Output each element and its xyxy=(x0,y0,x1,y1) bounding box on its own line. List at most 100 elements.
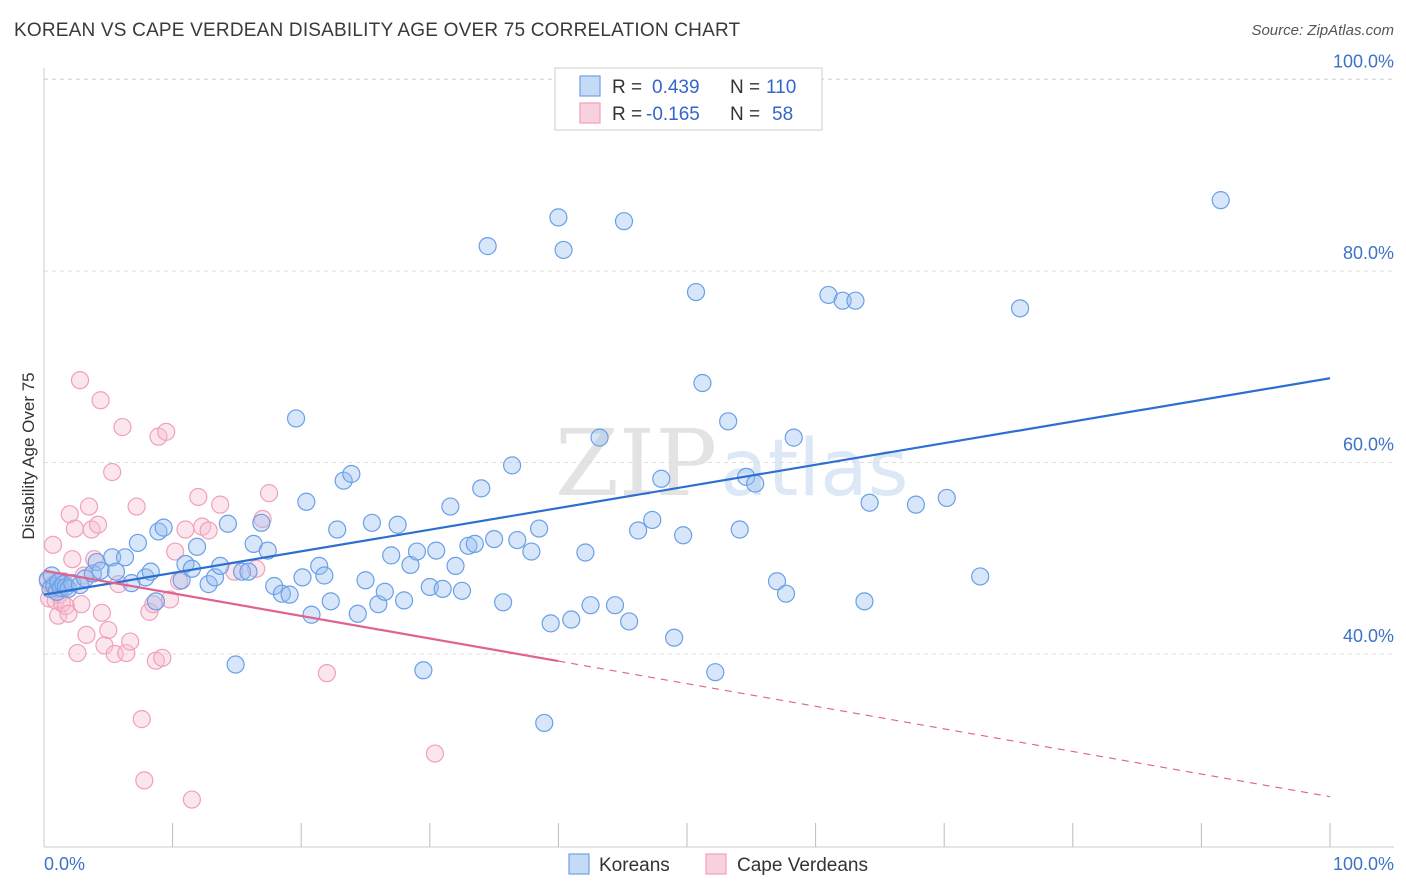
cape-verdean-point xyxy=(60,505,79,524)
korean-point xyxy=(576,543,595,562)
bottom-legend-korean-label: Koreans xyxy=(599,855,670,876)
korean-point xyxy=(503,456,522,475)
korean-point xyxy=(106,562,126,581)
korean-point xyxy=(427,541,446,560)
korean-point xyxy=(971,567,990,586)
korean-point xyxy=(252,513,271,532)
korean-point xyxy=(218,514,237,533)
korean-point xyxy=(478,237,497,256)
korean-point xyxy=(485,529,504,549)
cape-verdean-point xyxy=(91,391,110,410)
bottom-legend-cape-label: Cape Verdeans xyxy=(737,855,868,876)
x-tick-label-max: 100.0% xyxy=(1333,854,1394,874)
cape-verdean-point xyxy=(72,595,91,614)
korean-point xyxy=(730,520,749,539)
legend-cape-swatch xyxy=(579,102,601,124)
x-tick-marks xyxy=(172,823,1331,847)
bottom-legend-cape-swatch xyxy=(705,853,727,875)
cape-verdean-point xyxy=(88,515,108,534)
korean-point xyxy=(375,582,394,601)
korean-point xyxy=(686,282,706,302)
korean-point xyxy=(321,592,340,611)
cape-verdean-point xyxy=(113,417,132,437)
cape-verdean-point xyxy=(144,595,163,614)
legend-cape-r-value: -0.165 xyxy=(646,104,700,125)
cape-verdean-point xyxy=(211,495,230,514)
cape-verdean-point xyxy=(259,484,279,503)
korean-point xyxy=(128,533,147,553)
legend-korean-r-label: R = xyxy=(612,77,642,98)
korean-point xyxy=(855,592,874,611)
korean-point xyxy=(356,571,375,590)
cape-verdean-point xyxy=(117,643,136,663)
cape-verdean-point xyxy=(135,771,154,790)
korean-point xyxy=(562,610,581,629)
korean-point xyxy=(205,568,225,587)
cape-verdean-point xyxy=(189,487,208,507)
legend-korean-swatch xyxy=(579,75,601,97)
korean-point xyxy=(590,428,609,447)
korean-point xyxy=(258,541,277,560)
korean-point xyxy=(348,604,367,623)
korean-point xyxy=(554,240,573,260)
correlation-legend: R = 0.439 N = 110 R = -0.165 N = 58 xyxy=(554,67,823,131)
cape-verdean-point xyxy=(99,620,118,640)
korean-point xyxy=(414,661,433,680)
korean-point xyxy=(328,520,347,539)
series-legend: Koreans Cape Verdeans xyxy=(568,853,868,876)
cape-verdean-point xyxy=(43,535,63,554)
cape-verdean-point xyxy=(103,462,122,482)
korean-point xyxy=(629,521,648,540)
korean-point xyxy=(265,576,284,596)
legend-cape-r-label: R = xyxy=(612,104,642,125)
source-label: Source: ZipAtlas.com xyxy=(1251,22,1394,39)
korean-point xyxy=(784,428,803,447)
korean-point xyxy=(342,464,361,484)
korean-point xyxy=(776,584,796,603)
korean-point xyxy=(541,614,560,633)
legend-korean-r-value: 0.439 xyxy=(652,77,700,98)
korean-point xyxy=(522,542,541,561)
korean-point xyxy=(293,568,312,587)
korean-point xyxy=(693,373,712,393)
korean-point xyxy=(620,612,639,631)
korean-point xyxy=(302,605,321,624)
cape-verdean-point xyxy=(92,603,111,622)
korean-point xyxy=(614,212,634,231)
cape-verdean-point xyxy=(199,521,218,540)
korean-point xyxy=(452,581,472,600)
korean-trend-line xyxy=(43,377,1331,596)
korean-point xyxy=(581,596,600,615)
korean-point xyxy=(272,584,292,603)
cape-verdean-point xyxy=(153,648,172,667)
y-axis-label: Disability Age Over 75 xyxy=(19,372,38,539)
cape-verdean-points xyxy=(38,371,445,809)
korean-point xyxy=(446,556,465,576)
korean-point xyxy=(146,592,165,611)
cape-verdean-point xyxy=(176,520,195,539)
cape-verdean-point xyxy=(166,542,185,561)
cape-verdean-point xyxy=(63,550,82,569)
korean-point xyxy=(382,546,401,565)
cape-verdean-point xyxy=(121,632,140,651)
korean-point xyxy=(535,713,554,733)
x-tick-label-min: 0.0% xyxy=(44,854,85,874)
cape-verdean-point xyxy=(160,590,180,609)
korean-point xyxy=(362,513,382,532)
korean-point xyxy=(767,572,787,591)
watermark: ZIP atlas xyxy=(555,410,909,517)
legend-cape-n-label: N = xyxy=(730,104,760,125)
bottom-legend-korean-swatch xyxy=(568,853,590,875)
korean-point xyxy=(232,562,252,581)
korean-point xyxy=(472,479,491,498)
cape-verdean-point xyxy=(65,519,84,538)
cape-verdean-trend-line xyxy=(43,569,559,663)
cape-verdean-point xyxy=(70,371,90,390)
korean-point xyxy=(549,208,568,227)
cape-verdean-point xyxy=(68,643,87,663)
cape-verdean-trend-extension xyxy=(558,660,1331,798)
korean-point xyxy=(310,556,329,576)
korean-point xyxy=(187,537,207,556)
cape-verdean-point xyxy=(79,497,99,516)
